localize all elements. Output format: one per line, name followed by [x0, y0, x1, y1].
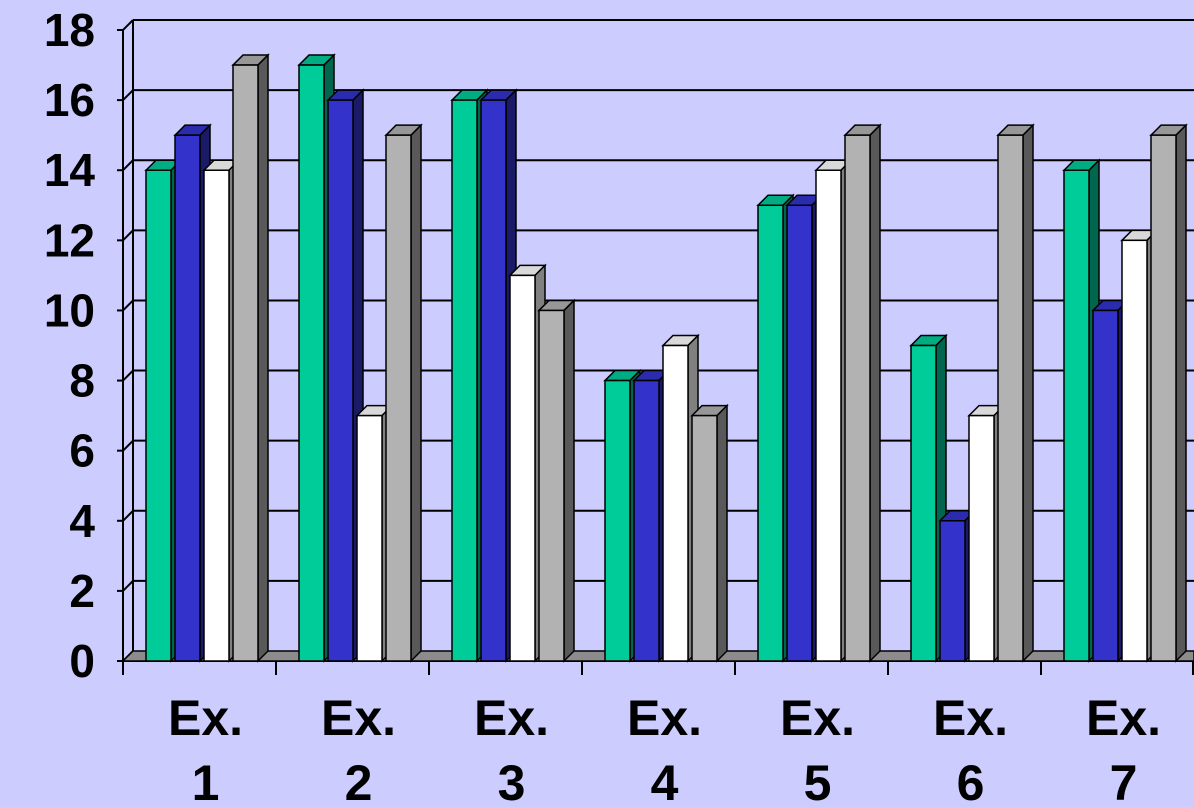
bar — [384, 123, 423, 663]
bar-front-face — [815, 169, 842, 662]
x-tick-label: 1 — [192, 755, 220, 807]
y-tick-label: 12 — [44, 214, 95, 266]
y-tick-label: 10 — [44, 284, 95, 336]
x-tick-label: 2 — [345, 755, 373, 807]
bar-front-face — [327, 99, 354, 662]
bar-side-face — [257, 53, 269, 663]
x-tick-label: Ex. — [933, 690, 1008, 746]
bar — [690, 403, 729, 663]
side-wall-line — [122, 580, 134, 592]
side-wall-line — [122, 19, 134, 31]
bar-side-face — [869, 123, 881, 663]
bar-side-face — [410, 123, 422, 663]
y-tick-label: 8 — [69, 355, 95, 407]
y-tick-label: 14 — [44, 144, 96, 196]
x-tick-label: Ex. — [627, 690, 702, 746]
x-tick-label: 3 — [498, 755, 526, 807]
side-wall-line — [122, 89, 134, 101]
x-tick-label: 5 — [804, 755, 832, 807]
y-tick-label: 2 — [69, 565, 95, 617]
x-tick-label: Ex. — [321, 690, 396, 746]
side-wall-line — [122, 439, 134, 452]
side-wall-line — [122, 229, 134, 242]
bar — [202, 158, 241, 663]
bar — [326, 88, 365, 663]
bar — [231, 53, 270, 663]
bar-side-face — [563, 298, 575, 663]
bar-front-face — [604, 379, 631, 662]
bar-front-face — [203, 169, 230, 662]
side-wall-line — [122, 369, 134, 382]
x-tick-label: 7 — [1110, 755, 1138, 807]
bar-front-face — [844, 134, 871, 662]
bar-front-face — [1150, 134, 1177, 662]
bar-front-face — [1092, 309, 1119, 662]
bar-front-face — [480, 99, 507, 662]
bar-side-face — [1022, 123, 1034, 663]
bar-front-face — [232, 64, 259, 662]
side-wall-line — [122, 159, 134, 171]
bar-front-face — [662, 344, 689, 662]
x-tick-label: Ex. — [474, 690, 549, 746]
bar-front-face — [757, 204, 784, 662]
x-tick-label: Ex. — [780, 690, 855, 746]
bar — [1149, 123, 1188, 663]
bar-front-face — [385, 134, 412, 662]
bar-front-face — [691, 414, 718, 662]
side-wall-line — [122, 510, 134, 522]
bar-side-face — [1175, 123, 1187, 663]
bar-front-face — [298, 64, 325, 662]
bar-side-face — [716, 403, 728, 663]
bar-front-face — [910, 344, 937, 662]
y-tick-label: 16 — [44, 74, 95, 126]
bar-front-face — [538, 309, 565, 662]
y-tick-label: 6 — [69, 425, 95, 477]
bar — [537, 298, 576, 663]
bar-front-face — [633, 379, 660, 662]
bar-front-face — [1063, 169, 1090, 662]
bar-front-face — [451, 99, 478, 662]
bar-front-face — [356, 414, 383, 662]
x-tick-label: Ex. — [1086, 690, 1161, 746]
bar-front-face — [1121, 239, 1148, 662]
y-tick-label: 4 — [69, 495, 95, 547]
x-axis-tick-labels: Ex. 1 Ex. 2 Ex. 3 Ex. 4 Ex. 5 Ex. 6 Ex. 7 — [168, 690, 1161, 807]
bar-front-face — [786, 204, 813, 662]
x-tick-label: 4 — [651, 755, 679, 807]
bar — [843, 123, 882, 663]
bar-front-face — [174, 134, 201, 662]
bar-front-face — [145, 169, 172, 662]
side-wall-line — [122, 299, 134, 312]
y-axis-tick-labels: 0 2 4 6 8 10 12 14 16 18 — [44, 4, 96, 687]
bar-front-face — [509, 274, 536, 662]
bar-front-face — [968, 414, 995, 662]
y-tick-label: 18 — [44, 4, 95, 56]
x-tick-label: 6 — [957, 755, 985, 807]
x-tick-label: Ex. — [168, 690, 243, 746]
bar-front-face — [939, 520, 966, 662]
bar — [996, 123, 1035, 663]
bars — [144, 53, 1188, 663]
y-tick-label: 0 — [69, 635, 95, 687]
bar-front-face — [997, 134, 1024, 662]
